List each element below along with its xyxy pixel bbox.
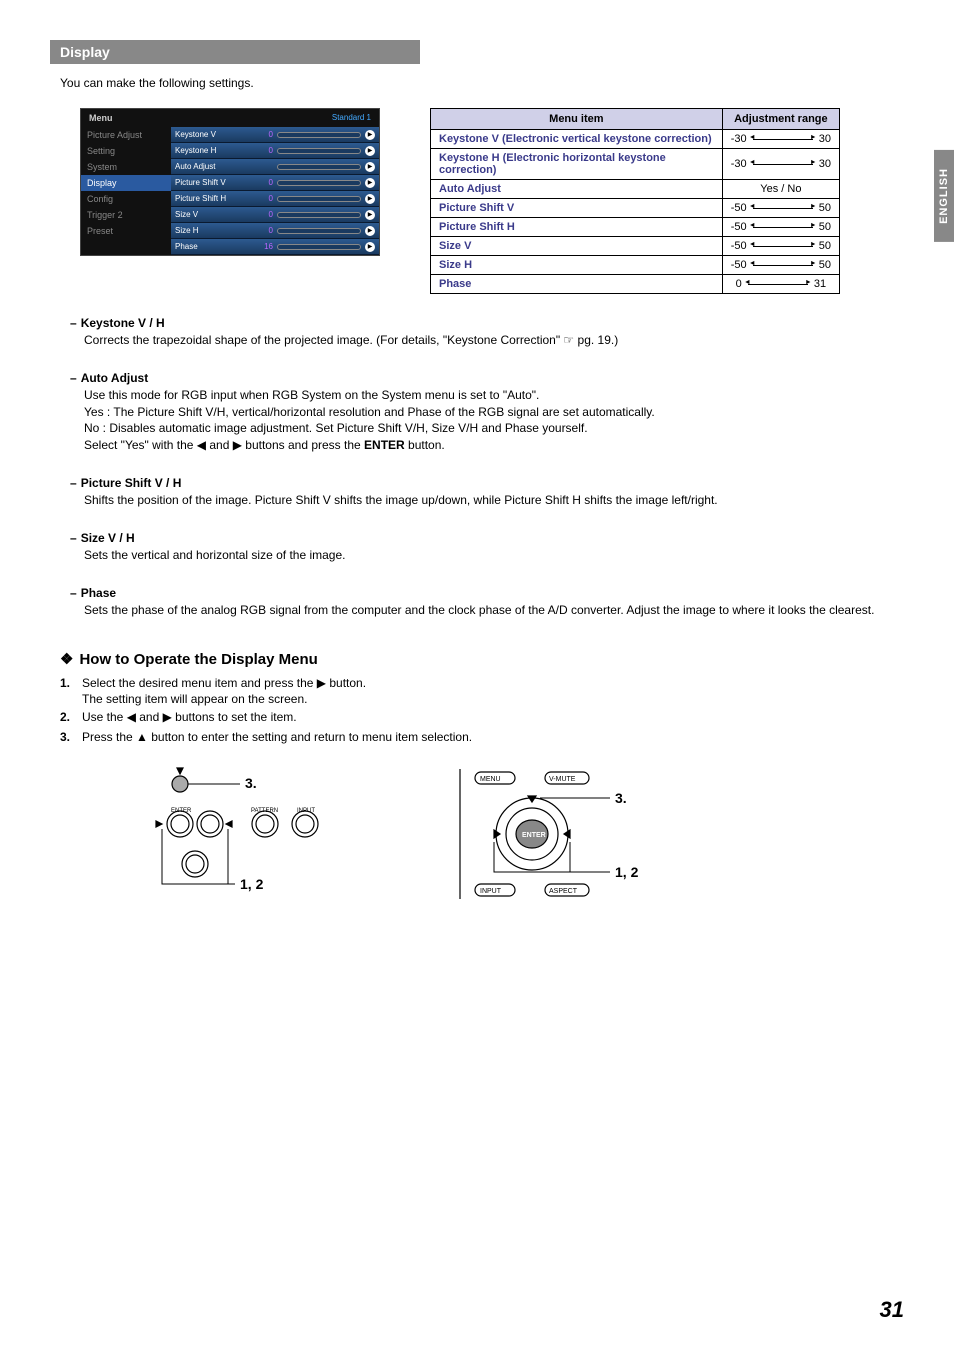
table-row: Phase0 31	[431, 275, 840, 294]
enter-label: ENTER	[171, 808, 192, 814]
menu-row: Picture Shift V0▶	[171, 175, 379, 191]
menu-left-item: Setting	[81, 143, 171, 159]
table-row: Size V-50 50	[431, 237, 840, 256]
menu-row: Size V0▶	[171, 207, 379, 223]
vmute-label: V-MUTE	[549, 776, 576, 783]
menu-left-item: Display	[81, 175, 171, 191]
description-block: –Keystone V / HCorrects the trapezoidal …	[70, 316, 904, 349]
howto-list: 1.Select the desired menu item and press…	[60, 674, 904, 746]
menu-row: Size H0▶	[171, 223, 379, 239]
table-header-range: Adjustment range	[722, 109, 839, 130]
adjustment-table: Menu item Adjustment range Keystone V (E…	[430, 108, 840, 294]
step12-label2: 1, 2	[615, 864, 639, 880]
language-tab: ENGLISH	[934, 150, 954, 242]
menu-left-item: Config	[81, 191, 171, 207]
step12-label: 1, 2	[240, 876, 264, 892]
howto-step: 2.Use the ◀ and ▶ buttons to set the ite…	[60, 708, 904, 726]
step3-label2: 3.	[615, 790, 627, 806]
menu-row: Phase16▶	[171, 239, 379, 255]
menu-title: Menu	[89, 113, 113, 123]
menu-right-panel: Keystone V0▶Keystone H0▶Auto Adjust▶Pict…	[171, 127, 379, 255]
aspect-label: ASPECT	[549, 888, 578, 895]
menu-row: Keystone V0▶	[171, 127, 379, 143]
howto-heading: ❖ How to Operate the Display Menu	[60, 650, 904, 668]
table-row: Auto AdjustYes / No	[431, 180, 840, 199]
menu-label: MENU	[480, 776, 501, 783]
table-row: Keystone H (Electronic horizontal keysto…	[431, 149, 840, 180]
howto-step: 3.Press the ▲ button to enter the settin…	[60, 728, 904, 746]
table-header-item: Menu item	[431, 109, 723, 130]
enter-label2: ENTER	[522, 832, 546, 839]
menu-row: Auto Adjust▶	[171, 159, 379, 175]
remote-diagram-2: MENU V-MUTE INPUT ASPECT ENTER 3. 1, 2	[450, 764, 700, 904]
input-label: INPUT	[297, 808, 315, 814]
menu-row: Keystone H0▶	[171, 143, 379, 159]
menu-left-item: Preset	[81, 223, 171, 239]
menu-left-item: Trigger 2	[81, 207, 171, 223]
menu-left-item: Picture Adjust	[81, 127, 171, 143]
table-row: Picture Shift H-50 50	[431, 218, 840, 237]
input-label2: INPUT	[480, 888, 502, 895]
pattern-label: PATTERN	[251, 808, 278, 814]
page-number: 31	[880, 1297, 904, 1323]
section-header: Display	[50, 40, 420, 64]
description-block: –Auto AdjustUse this mode for RGB input …	[70, 371, 904, 454]
table-row: Size H-50 50	[431, 256, 840, 275]
diamond-icon: ❖	[60, 651, 73, 668]
menu-left-item: System	[81, 159, 171, 175]
step3-label: 3.	[245, 775, 257, 791]
menu-row: Picture Shift H0▶	[171, 191, 379, 207]
table-row: Keystone V (Electronic vertical keystone…	[431, 130, 840, 149]
table-row: Picture Shift V-50 50	[431, 199, 840, 218]
menu-screenshot: Menu Standard 1 Picture AdjustSettingSys…	[80, 108, 380, 256]
howto-step: 1.Select the desired menu item and press…	[60, 674, 904, 692]
description-block: –Picture Shift V / HShifts the position …	[70, 476, 904, 509]
menu-left-panel: Picture AdjustSettingSystemDisplayConfig…	[81, 127, 171, 255]
menu-mode: Standard 1	[332, 113, 371, 123]
intro-text: You can make the following settings.	[60, 76, 904, 90]
howto-heading-text: How to Operate the Display Menu	[79, 651, 317, 668]
description-block: –PhaseSets the phase of the analog RGB s…	[70, 586, 904, 619]
remote-diagram-1: 3. 1, 2 ENTER PATTERN INPUT	[140, 764, 350, 904]
description-block: –Size V / HSets the vertical and horizon…	[70, 531, 904, 564]
